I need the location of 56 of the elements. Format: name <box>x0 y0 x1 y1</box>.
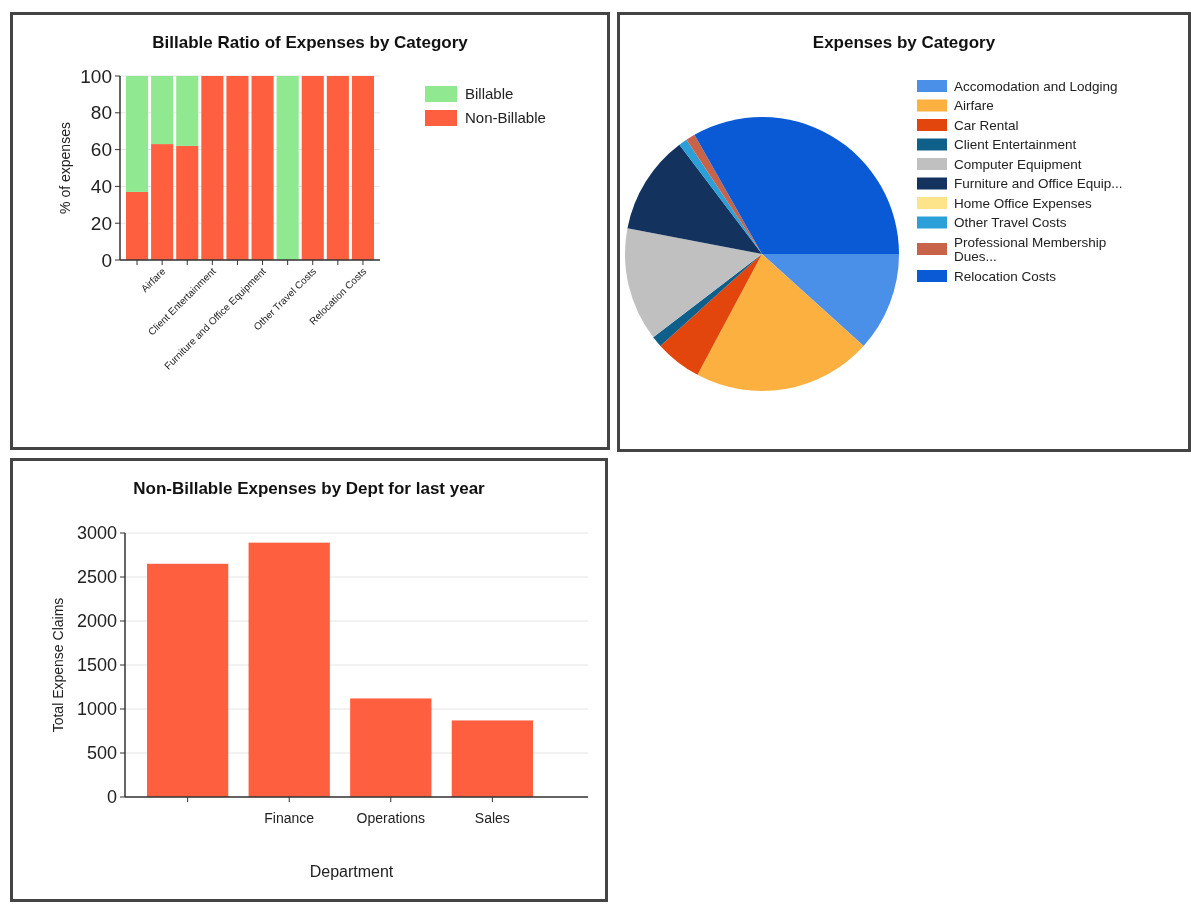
bar <box>151 76 174 145</box>
bar <box>326 76 349 260</box>
y-axis-title: % of expenses <box>57 122 73 214</box>
pie-slice <box>694 117 899 254</box>
legend-label: Home Office Expenses <box>954 195 1093 211</box>
bar <box>201 76 224 260</box>
bar <box>226 76 249 260</box>
bar <box>176 76 199 146</box>
y-tick-label: 100 <box>80 65 112 87</box>
y-tick-label: 1000 <box>76 699 117 720</box>
legend-label: Professional Membership Dues... <box>954 234 1107 264</box>
legend-label: Other Travel Costs <box>954 215 1067 231</box>
x-tick-label: Sales <box>474 810 510 826</box>
pie-slice <box>660 254 762 375</box>
legend-label: Furniture and Office Equip... <box>954 176 1123 192</box>
x-tick-label: Finance <box>264 810 315 826</box>
y-tick-label: 3000 <box>76 523 117 544</box>
bar <box>248 542 330 797</box>
y-tick-label: 1500 <box>76 655 117 676</box>
pie-slice <box>762 254 899 346</box>
bar <box>350 698 432 797</box>
x-axis-title: Department <box>309 863 394 880</box>
bar <box>451 720 533 797</box>
y-tick-label: 20 <box>90 212 112 234</box>
x-tick-label: Operations <box>356 810 426 826</box>
y-tick-label: 40 <box>90 176 112 198</box>
legend-label: Billable <box>465 85 514 103</box>
bar <box>126 191 149 260</box>
bar <box>151 144 174 260</box>
bar <box>276 76 299 260</box>
chart-title: Non-Billable Expenses by Dept for last year <box>133 479 486 498</box>
bar <box>147 563 229 797</box>
y-tick-label: 2000 <box>76 611 117 632</box>
legend-label: Accomodation and Lodging <box>954 78 1118 94</box>
legend-label: Client Entertainment <box>954 137 1077 153</box>
bar <box>126 76 149 192</box>
chart-title: Expenses by Category <box>812 33 996 52</box>
y-tick-label: 0 <box>106 787 117 808</box>
pie-slice <box>697 254 864 391</box>
pie-slice <box>625 228 762 338</box>
legend-label: Airfare <box>954 98 994 114</box>
legend-label: Computer Equipment <box>954 156 1082 172</box>
bar <box>301 76 324 260</box>
legend-label: Car Rental <box>954 117 1019 133</box>
y-tick-label: 80 <box>90 102 112 124</box>
pie-slice <box>627 144 762 254</box>
y-tick-label: 2500 <box>76 567 117 588</box>
y-axis-title: Total Expense Claims <box>50 597 66 733</box>
y-tick-label: 60 <box>90 139 112 161</box>
bar <box>176 145 199 260</box>
y-tick-label: 0 <box>101 249 112 271</box>
chart-title: Billable Ratio of Expenses by Category <box>152 33 469 52</box>
legend-label: Non-Billable <box>465 109 546 127</box>
bar <box>351 76 374 260</box>
bar <box>251 76 274 260</box>
y-tick-label: 500 <box>86 743 117 764</box>
